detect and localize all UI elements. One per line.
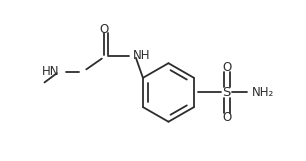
Text: NH₂: NH₂ xyxy=(251,86,274,99)
Text: O: O xyxy=(99,23,109,36)
Text: S: S xyxy=(222,86,231,99)
Text: O: O xyxy=(222,111,231,124)
Text: O: O xyxy=(222,61,231,74)
Text: HN: HN xyxy=(42,65,59,78)
Text: NH: NH xyxy=(133,49,150,62)
